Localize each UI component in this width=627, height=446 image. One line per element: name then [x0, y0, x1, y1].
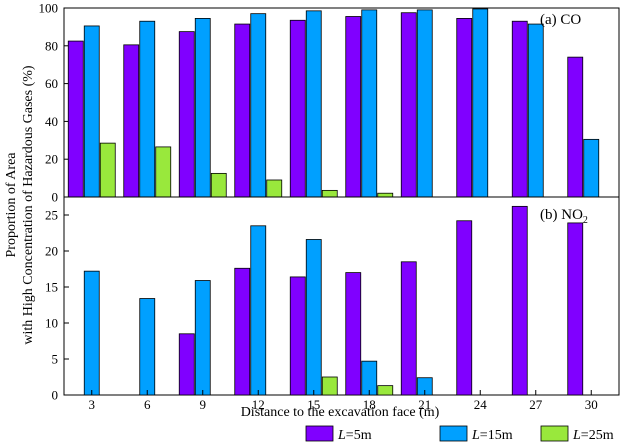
x-axis-title: Distance to the excavation face (m) — [241, 405, 440, 420]
bar-co-l5m-9m — [178, 31, 195, 198]
y-tick-label: 15 — [45, 280, 58, 295]
bar-no2-l5m-30m — [567, 222, 584, 396]
bar-co-l5m-6m — [123, 44, 140, 198]
x-tick-label-18: 18 — [363, 397, 376, 412]
legend-label-2: L=25m — [572, 428, 614, 443]
bar-co-l5m-30m — [567, 56, 584, 198]
panel-no2-label-subscript: 2 — [583, 215, 588, 226]
legend-label-0: L=5m — [337, 428, 372, 443]
bar-co-l25m-9m — [210, 172, 227, 198]
legend-swatch-2 — [540, 425, 569, 442]
bar-co-l15m-12m — [250, 13, 267, 198]
panel-no2-y-ticks: 0 5 10 15 20 25 — [45, 208, 69, 403]
x-tick-label-3: 3 — [89, 397, 96, 412]
x-tick-label-6: 6 — [144, 397, 151, 412]
bar-co-l5m-12m — [234, 23, 251, 198]
panel-co: 0 20 40 60 80 100 (a) CO — [39, 1, 620, 205]
bar-co-l5m-27m — [511, 20, 528, 198]
legend-swatch-1 — [439, 425, 468, 442]
bar-co-l15m-24m — [472, 8, 489, 198]
x-tick-label-9: 9 — [200, 397, 207, 412]
bar-co-l5m-15m — [289, 19, 306, 198]
bar-no2-l15m-15m — [305, 239, 322, 396]
bar-no2-l5m-21m — [400, 261, 417, 396]
bar-no2-l25m-18m — [377, 385, 394, 396]
x-tick-label-21: 21 — [418, 397, 431, 412]
bar-co-l5m-18m — [345, 16, 362, 198]
bar-no2-l15m-12m — [250, 225, 267, 396]
bar-co-l5m-24m — [456, 17, 473, 198]
bar-co-l15m-30m — [583, 138, 600, 198]
x-tick-label-30: 30 — [585, 397, 598, 412]
legend-swatch-0 — [305, 425, 334, 442]
x-tick-label-12: 12 — [252, 397, 265, 412]
y-tick-label: 0 — [52, 388, 59, 403]
bar-no2-l25m-15m — [321, 376, 338, 396]
legend: L=5m L=15m L=25m — [305, 425, 614, 443]
bar-no2-l5m-12m — [234, 267, 251, 396]
bar-co-l15m-21m — [416, 9, 433, 198]
bar-co-l15m-9m — [194, 17, 211, 198]
legend-label-variable: L — [471, 428, 480, 443]
x-tick-label-15: 15 — [307, 397, 320, 412]
y-tick-label: 20 — [45, 152, 58, 167]
legend-label-value: =5m — [346, 428, 372, 443]
y-axis-title: Proportion of Area with High Concentrati… — [4, 65, 36, 344]
x-tick-label-27: 27 — [529, 397, 543, 412]
bar-no2-l5m-18m — [345, 272, 362, 396]
panel-co-y-ticks: 0 20 40 60 80 100 — [39, 1, 69, 205]
y-tick-label: 60 — [45, 76, 58, 91]
bar-no2-l15m-6m — [139, 298, 156, 396]
bar-no2-l5m-15m — [289, 276, 306, 396]
bar-co-l15m-15m — [305, 10, 322, 198]
bar-no2-l5m-24m — [456, 220, 473, 396]
bar-co-l15m-18m — [361, 9, 378, 198]
bar-co-l15m-3m — [83, 25, 100, 198]
panel-no2-label-main: (b) NO — [540, 207, 583, 223]
y-tick-label: 100 — [39, 1, 59, 16]
panel-no2: 0 5 10 15 20 25 (b) NO2 — [45, 196, 620, 403]
panel-no2-label: (b) NO2 — [540, 207, 588, 226]
bar-co-l5m-21m — [400, 12, 417, 198]
panel-co-bars — [67, 8, 600, 198]
bar-co-l5m-3m — [67, 40, 84, 198]
x-axis-ticks: 3 6 9 12 15 18 21 24 27 30 — [89, 390, 598, 412]
y-tick-label: 40 — [45, 114, 58, 129]
y-tick-label: 25 — [45, 208, 58, 223]
panel-co-label: (a) CO — [540, 12, 581, 28]
panel-no2-bars — [83, 205, 584, 396]
legend-label-value: =15m — [480, 428, 513, 443]
bar-co-l25m-18m — [377, 192, 394, 198]
panel-no2-frame — [63, 196, 620, 396]
y-tick-label: 5 — [52, 352, 59, 367]
bar-co-l25m-6m — [155, 146, 172, 198]
bar-no2-l5m-9m — [178, 333, 195, 396]
bar-co-l25m-15m — [321, 189, 338, 198]
bar-no2-l15m-9m — [194, 280, 211, 396]
bar-no2-l15m-3m — [83, 270, 100, 396]
legend-label-value: =25m — [581, 428, 614, 443]
bar-co-l25m-12m — [266, 179, 283, 198]
y-tick-label: 80 — [45, 38, 58, 53]
y-tick-label: 0 — [52, 190, 59, 205]
legend-label-variable: L — [572, 428, 581, 443]
legend-label-variable: L — [337, 428, 346, 443]
y-tick-label: 10 — [45, 316, 58, 331]
bar-co-l25m-3m — [99, 142, 116, 198]
legend-label-1: L=15m — [471, 428, 513, 443]
bar-no2-l5m-27m — [511, 205, 528, 396]
y-tick-label: 20 — [45, 244, 58, 259]
bar-no2-l15m-18m — [361, 360, 378, 396]
bar-co-l15m-6m — [139, 20, 156, 198]
y-axis-title-line1: Proportion of Area — [4, 152, 19, 258]
bar-co-l15m-27m — [527, 23, 544, 198]
x-tick-label-24: 24 — [474, 397, 488, 412]
y-axis-title-line2: with High Concentration of Hazardous Gas… — [21, 65, 36, 344]
